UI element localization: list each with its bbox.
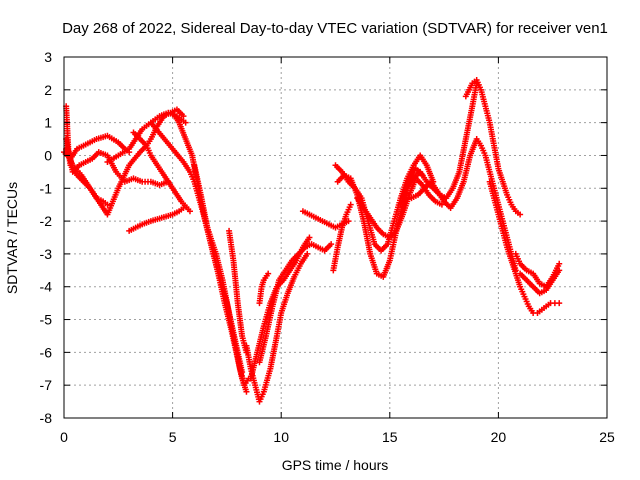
- x-axis-label: GPS time / hours: [282, 457, 389, 473]
- x-tick-label: 20: [491, 429, 507, 445]
- y-tick-labels: 3 2 1 0 -1 -2 -3 -4 -5 -6 -7 -8: [40, 49, 53, 426]
- y-tick-label: -5: [40, 312, 53, 328]
- data-point: [517, 211, 524, 218]
- y-tick-label: -4: [40, 279, 53, 295]
- y-tick-label: 2: [44, 82, 52, 98]
- y-tick-label: -1: [40, 180, 53, 196]
- data-point: [306, 234, 313, 241]
- x-tick-label: 15: [382, 429, 398, 445]
- y-tick-label: -8: [40, 410, 53, 426]
- chart-title: Day 268 of 2022, Sidereal Day-to-day VTE…: [62, 20, 608, 37]
- grid-lines: [64, 57, 607, 418]
- data-point: [243, 388, 250, 395]
- y-tick-label: -2: [40, 213, 53, 229]
- data-point: [328, 241, 335, 248]
- data-point: [186, 208, 193, 215]
- x-tick-labels: 0 5 10 15 20 25: [60, 429, 615, 445]
- data-point: [347, 201, 354, 208]
- data-point: [556, 267, 563, 274]
- data-point: [556, 260, 563, 267]
- data-point: [556, 300, 563, 307]
- data-point: [304, 250, 311, 257]
- plot-frame: [63, 56, 608, 419]
- axis-ticks: [63, 56, 608, 419]
- y-tick-label: 3: [44, 49, 52, 65]
- y-axis-label: SDTVAR / TECUs: [4, 182, 20, 294]
- data-point: [182, 119, 189, 126]
- x-tick-label: 25: [599, 429, 615, 445]
- y-tick-label: 1: [44, 115, 52, 131]
- y-tick-label: -7: [40, 377, 53, 393]
- data-point: [239, 369, 246, 376]
- data-points: [61, 76, 563, 405]
- x-tick-label: 0: [60, 429, 68, 445]
- y-tick-label: -6: [40, 344, 53, 360]
- y-tick-label: 0: [44, 147, 52, 163]
- x-tick-label: 10: [273, 429, 289, 445]
- data-point: [265, 270, 272, 277]
- x-tick-label: 5: [169, 429, 177, 445]
- data-point: [104, 201, 111, 208]
- y-tick-label: -3: [40, 246, 53, 262]
- data-point: [438, 201, 445, 208]
